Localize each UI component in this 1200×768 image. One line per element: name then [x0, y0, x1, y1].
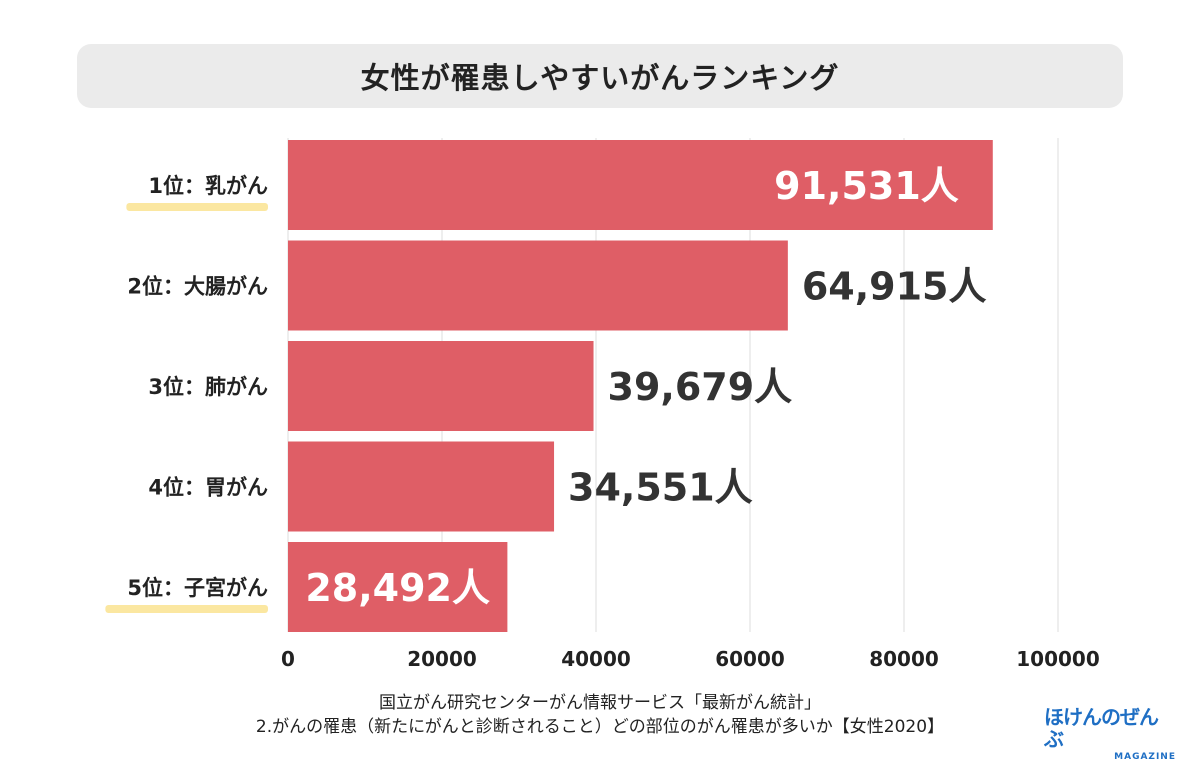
chart-title-bar: 女性が罹患しやすいがんランキング	[77, 44, 1123, 108]
data-label: 64,915人	[802, 265, 987, 309]
x-tick-label: 100000	[1016, 647, 1100, 671]
bar	[288, 240, 788, 331]
highlight-underline	[126, 203, 268, 211]
x-tick-label: 40000	[561, 647, 631, 671]
logo-subtext: MAGAZINE	[1114, 752, 1176, 762]
x-tick-label: 60000	[715, 647, 785, 671]
brand-logo: ほけんのぜんぶ MAGAZINE	[1044, 706, 1176, 762]
data-label: 91,531人	[774, 164, 959, 208]
bar	[288, 140, 993, 230]
data-label: 34,551人	[568, 466, 753, 510]
bar	[288, 441, 555, 532]
category-label: 2位：大腸がん	[127, 275, 268, 299]
data-label: 28,492人	[305, 566, 490, 610]
source-caption-line1: 国立がん研究センターがん情報サービス「最新がん統計」	[379, 693, 821, 713]
category-label: 5位：子宮がん	[127, 576, 268, 600]
chart-title: 女性が罹患しやすいがんランキング	[360, 61, 840, 95]
source-caption-line2: 2.がんの罹患（新たにがんと診断されること）どの部位のがん罹患が多いか【女性20…	[255, 717, 945, 737]
category-label: 4位：胃がん	[148, 476, 268, 500]
highlight-underline	[105, 605, 268, 613]
x-tick-label: 20000	[407, 647, 477, 671]
category-label: 1位：乳がん	[148, 174, 268, 198]
x-tick-label: 80000	[869, 647, 939, 671]
x-tick-label: 0	[281, 647, 295, 671]
category-label: 3位：肺がん	[148, 375, 268, 399]
bar	[288, 542, 508, 632]
bar	[288, 341, 594, 431]
logo-text: ほけんのぜんぶ	[1044, 705, 1159, 751]
data-label: 39,679人	[608, 365, 793, 409]
